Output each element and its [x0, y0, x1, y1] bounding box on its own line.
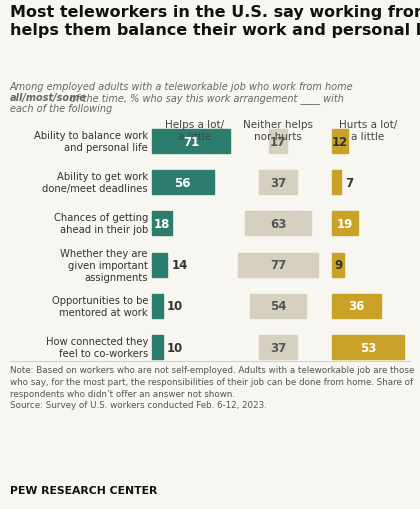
Text: 56: 56: [175, 176, 191, 189]
Bar: [259, 335, 297, 359]
Text: each of the following: each of the following: [10, 104, 112, 114]
Text: Note: Based on workers who are not self-employed. Adults with a teleworkable job: Note: Based on workers who are not self-…: [10, 365, 415, 410]
Text: Neither helps
nor hurts: Neither helps nor hurts: [243, 120, 313, 142]
Text: of the time, % who say this work arrangement ____ with: of the time, % who say this work arrange…: [67, 93, 344, 104]
Text: 63: 63: [270, 217, 286, 231]
Text: How connected they
feel to co-workers: How connected they feel to co-workers: [46, 336, 148, 358]
Bar: [332, 294, 381, 318]
Text: 36: 36: [348, 300, 365, 313]
Text: 12: 12: [332, 135, 348, 148]
Text: PEW RESEARCH CENTER: PEW RESEARCH CENTER: [10, 485, 158, 495]
Bar: [332, 212, 358, 236]
Text: 54: 54: [270, 300, 286, 313]
Bar: [152, 294, 163, 318]
Text: Chances of getting
ahead in their job: Chances of getting ahead in their job: [54, 213, 148, 235]
Bar: [249, 294, 306, 318]
Bar: [332, 253, 344, 277]
Text: Hurts a lot/
a little: Hurts a lot/ a little: [339, 120, 397, 142]
Bar: [269, 130, 287, 154]
Bar: [152, 253, 168, 277]
Bar: [332, 335, 404, 359]
Text: 9: 9: [334, 259, 342, 272]
Text: Opportunities to be
mentored at work: Opportunities to be mentored at work: [52, 295, 148, 317]
Text: 17: 17: [270, 135, 286, 148]
Text: 14: 14: [171, 259, 188, 272]
Text: 77: 77: [270, 259, 286, 272]
Bar: [238, 253, 318, 277]
Text: 71: 71: [183, 135, 199, 148]
Text: Helps a lot/
a little: Helps a lot/ a little: [165, 120, 225, 142]
Bar: [259, 171, 297, 195]
Text: Most teleworkers in the U.S. say working from home
helps them balance their work: Most teleworkers in the U.S. say working…: [10, 5, 420, 38]
Text: Whether they are
given important
assignments: Whether they are given important assignm…: [60, 248, 148, 282]
Bar: [152, 212, 172, 236]
Bar: [332, 130, 348, 154]
Text: 37: 37: [270, 176, 286, 189]
Bar: [152, 171, 214, 195]
Text: 10: 10: [167, 341, 183, 354]
Text: Ability to get work
done/meet deadlines: Ability to get work done/meet deadlines: [42, 172, 148, 194]
Bar: [152, 335, 163, 359]
Text: Ability to balance work
and personal life: Ability to balance work and personal lif…: [34, 131, 148, 153]
Text: all/most/some: all/most/some: [10, 93, 87, 103]
Text: 7: 7: [345, 176, 354, 189]
Text: 18: 18: [154, 217, 170, 231]
Text: 37: 37: [270, 341, 286, 354]
Text: Among employed adults with a teleworkable job who work from home: Among employed adults with a teleworkabl…: [10, 82, 354, 92]
Bar: [245, 212, 311, 236]
Bar: [332, 171, 341, 195]
Text: 19: 19: [337, 217, 353, 231]
Text: 53: 53: [360, 341, 376, 354]
Bar: [152, 130, 230, 154]
Text: 10: 10: [167, 300, 183, 313]
